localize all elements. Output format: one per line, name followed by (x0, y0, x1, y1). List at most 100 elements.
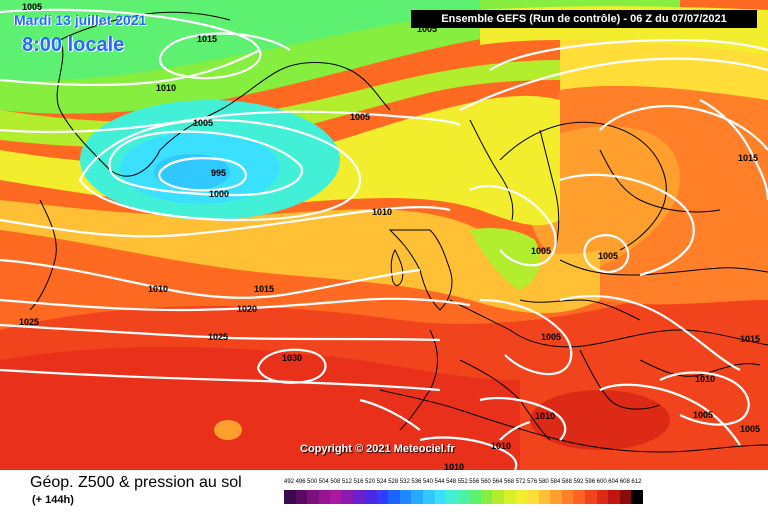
isobar-label: 1025 (208, 332, 229, 342)
color-scale-swatch (631, 490, 643, 504)
isobar-label: 1010 (148, 284, 169, 294)
color-scale-swatch (469, 490, 481, 504)
model-run-banner: Ensemble GEFS (Run de contrôle) - 06 Z d… (411, 10, 757, 28)
color-scale-tick: 532 (399, 479, 410, 485)
isobar-label: 1010 (156, 83, 177, 93)
color-scale-tick: 524 (376, 479, 387, 485)
color-scale-swatch (446, 490, 458, 504)
color-scale-tick: 544 (434, 479, 445, 485)
isobar-label: 1015 (738, 153, 759, 163)
color-scale-swatch (596, 490, 609, 504)
color-scale-swatch (411, 490, 423, 504)
atlantic-warm-spot (214, 420, 242, 440)
color-scale-swatch (457, 490, 470, 504)
isobar-label: 1005 (693, 410, 714, 420)
color-scale-tick: 556 (469, 479, 480, 485)
isobar-label: 1005 (193, 118, 214, 128)
isobar-label: 1030 (282, 353, 303, 363)
color-scale-tick: 560 (480, 479, 491, 485)
color-scale-tick: 592 (573, 479, 584, 485)
color-scale-tick: 504 (318, 479, 329, 485)
isobar-label: 1015 (197, 34, 218, 44)
color-scale-tick: 508 (330, 479, 341, 485)
isobar-label: 1010 (535, 411, 556, 421)
color-scale-swatch (353, 490, 366, 504)
color-scale-swatch (515, 490, 528, 504)
isobar-label: 1025 (19, 317, 40, 327)
field-band-top-right (560, 40, 768, 100)
color-scale-swatch (376, 490, 389, 504)
color-scale-tick: 596 (585, 479, 596, 485)
color-scale-swatch (284, 490, 296, 504)
color-scale-swatch (573, 490, 586, 504)
color-scale-tick: 548 (446, 479, 457, 485)
color-scale-tick: 564 (492, 479, 503, 485)
color-scale-swatch (365, 490, 377, 504)
color-scale-swatch (434, 490, 447, 504)
isobar-label: 1015 (740, 334, 761, 344)
parameter-title: Géop. Z500 & pression au sol (30, 474, 242, 491)
color-scale-tick: 576 (527, 479, 538, 485)
high-core (530, 390, 670, 450)
isobar-label: 1010 (444, 462, 465, 472)
color-scale-tick: 512 (341, 479, 352, 485)
isobars (0, 8, 768, 470)
isobar-label: 1010 (695, 374, 716, 384)
color-scale-tick: 612 (631, 479, 642, 485)
geopotential-map (0, 0, 768, 470)
color-scale-swatch (538, 490, 551, 504)
color-scale-swatch (585, 490, 597, 504)
color-scale-swatch (492, 490, 504, 504)
color-scale-swatch (619, 490, 632, 504)
isobar-label: 995 (211, 168, 227, 178)
isobar-label: 1015 (254, 284, 275, 294)
color-scale-swatch (295, 490, 308, 504)
color-scale-swatch (608, 490, 620, 504)
legend-footer: Géop. Z500 & pression au sol (+ 144h) 49… (0, 470, 768, 512)
isobar-label: 1005 (417, 24, 438, 34)
color-scale-tick: 500 (307, 479, 318, 485)
field-tongue-green (470, 228, 540, 290)
isobar-label: 1010 (372, 207, 393, 217)
color-scale-swatch (422, 490, 435, 504)
isobar-label: 1005 (350, 112, 371, 122)
color-scale-tick: 600 (596, 479, 607, 485)
isobar-label: 1005 (598, 251, 619, 261)
color-scale-tick: 580 (538, 479, 549, 485)
isobar-label: 1005 (541, 332, 562, 342)
color-scale-swatch (399, 490, 412, 504)
copyright-notice: Copyright © 2021 Meteociel.fr (300, 443, 455, 455)
field-band-gold (0, 200, 600, 314)
color-scale-tick: 528 (388, 479, 399, 485)
color-scale-swatch (318, 490, 331, 504)
lead-time: (+ 144h) (32, 494, 74, 506)
color-scale-swatch (307, 490, 319, 504)
color-scale-tick: 568 (504, 479, 515, 485)
color-scale-swatch (550, 490, 562, 504)
field-band-green (0, 0, 480, 81)
color-scale-tick: 588 (561, 479, 572, 485)
color-scale-tick: 496 (295, 479, 306, 485)
color-scale-tick: 572 (515, 479, 526, 485)
isobar-label: 1000 (209, 189, 230, 199)
color-scale-bar (284, 490, 643, 504)
color-scale-swatch (480, 490, 493, 504)
color-scale-swatch (527, 490, 539, 504)
color-scale-swatch (330, 490, 342, 504)
color-scale-tick: 520 (365, 479, 376, 485)
color-scale-swatch (503, 490, 516, 504)
isobar-label: 1020 (237, 304, 258, 314)
isobar-label: 1005 (740, 424, 761, 434)
color-scale-swatch (341, 490, 354, 504)
color-scale-tick: 492 (284, 479, 295, 485)
isobar-label: 1010 (491, 441, 512, 451)
color-scale-tick: 604 (608, 479, 619, 485)
color-scale-swatch (561, 490, 574, 504)
isobar-label: 1005 (22, 2, 43, 12)
color-scale-swatch (388, 490, 400, 504)
color-scale-tick: 552 (457, 479, 468, 485)
color-scale-tick: 536 (411, 479, 422, 485)
color-scale-tick: 516 (353, 479, 364, 485)
color-scale-tick: 608 (619, 479, 630, 485)
